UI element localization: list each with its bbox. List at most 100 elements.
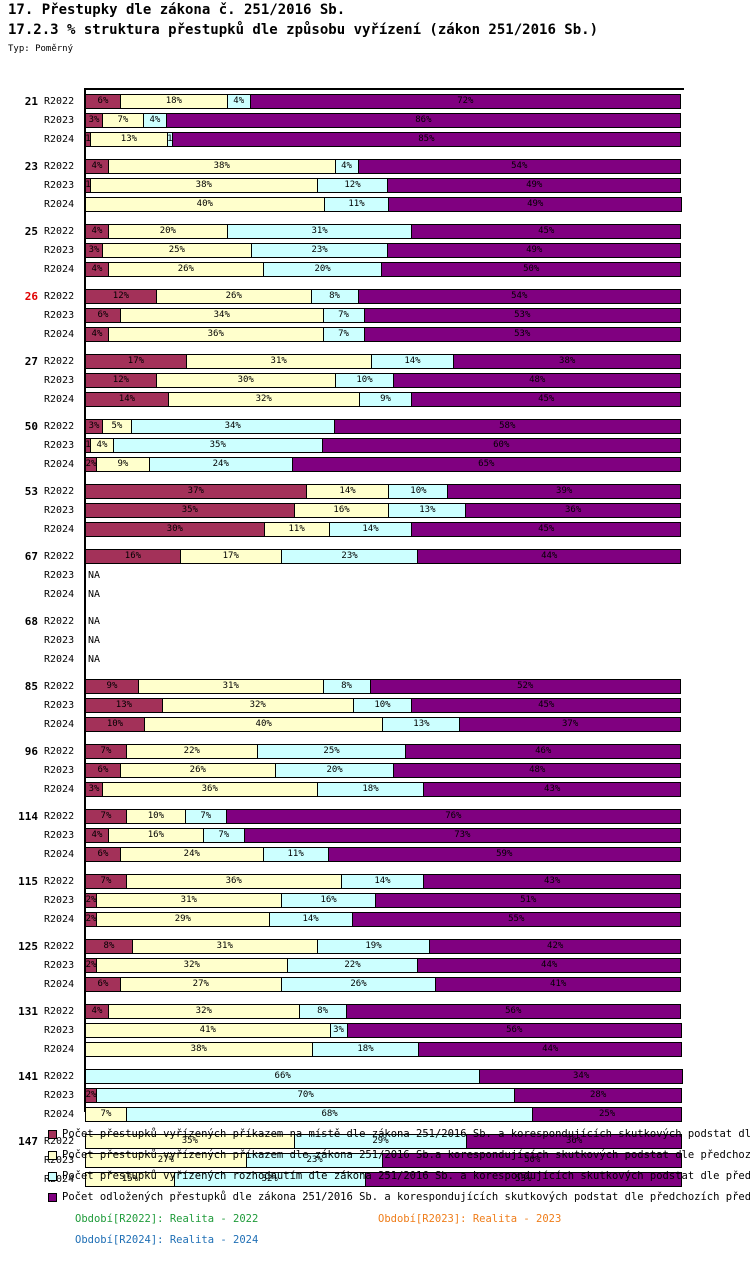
- bar-segment-value: 26%: [350, 979, 367, 989]
- stacked-bar: 4% 36% 7% 53%: [85, 327, 684, 342]
- bar-segment-value: 66%: [274, 1071, 291, 1081]
- bar-segment-value: 53%: [515, 1174, 532, 1184]
- bar-row-label: R2023: [44, 180, 75, 191]
- group-number-label: 85: [24, 680, 38, 693]
- bar-na-text: NA: [88, 616, 101, 627]
- chart-bar-row: R2024 NA: [0, 585, 750, 604]
- bar-segment: 39%: [447, 484, 681, 499]
- bar-row-label: R2024: [44, 979, 75, 990]
- bar-segment: 6%: [85, 308, 121, 323]
- stacked-bar: 2% 9% 24% 65%: [85, 457, 684, 472]
- legend-item: Počet přestupků vyřízených příkazem dle …: [0, 1146, 750, 1167]
- bar-row-label: R2024: [44, 199, 75, 210]
- bar-segment: 3%: [85, 243, 103, 258]
- stacked-bar: 35% 16% 13% 36%: [85, 503, 684, 518]
- group-number-label: 67: [24, 550, 38, 563]
- bar-segment-value: 3%: [88, 421, 100, 431]
- bar-segment: 18%: [316, 782, 425, 797]
- stacked-bar: 7% 10% 7% 76%: [85, 809, 684, 824]
- group-number-label: 50: [24, 420, 38, 433]
- bar-segment-value: 41%: [199, 1025, 216, 1035]
- stacked-bar: 3% 7% 4% 86%: [85, 113, 684, 128]
- bar-segment-value: 20%: [326, 765, 343, 775]
- bar-segment-value: 25%: [598, 1109, 616, 1119]
- bar-segment-value: 45%: [538, 524, 555, 534]
- bar-segment-value: 7%: [117, 115, 129, 125]
- bar-segment: 10%: [352, 698, 413, 713]
- bar-row-label: R2024: [44, 1044, 75, 1055]
- bar-segment: 32%: [107, 1004, 300, 1019]
- bar-segment-value: 24%: [183, 849, 200, 859]
- stacked-bar: 2% 32% 22% 44%: [85, 958, 684, 973]
- bar-segment: 12%: [316, 178, 389, 193]
- bar-segment: 3%: [85, 419, 103, 434]
- bar-segment-value: 4%: [96, 440, 108, 450]
- bar-segment: 7%: [85, 874, 127, 889]
- legend-label: Počet přestupků vyřízených příkazem dle …: [62, 1149, 750, 1161]
- bar-segment: 30%: [85, 522, 265, 537]
- chart-bar-row: R2022 66% 34%: [0, 1067, 750, 1086]
- bar-segment-value: 12%: [112, 375, 130, 385]
- stacked-bar: 4% 38% 4% 54%: [85, 159, 684, 174]
- bar-segment: 36%: [107, 327, 324, 342]
- bar-segment-value: 23%: [311, 245, 328, 255]
- bar-row-label: R2023: [44, 765, 75, 776]
- bar-segment: 26%: [119, 763, 276, 778]
- bar-segment-value: 40%: [255, 719, 272, 729]
- stacked-bar: 2% 29% 14% 55%: [85, 912, 684, 927]
- bar-segment: 56%: [345, 1004, 681, 1019]
- chart-bar-row: R2024 40% 11% 49%: [0, 195, 750, 214]
- bar-segment-value: 53%: [514, 310, 531, 320]
- bar-segment: 35%: [85, 503, 295, 518]
- chart-bar-row: R2024 6% 27% 26% 41%: [0, 975, 750, 994]
- bar-segment-value: 18%: [165, 96, 182, 106]
- bar-segment: 8%: [298, 1004, 347, 1019]
- stacked-bar: 8% 31% 19% 42%: [85, 939, 684, 954]
- bar-segment-value: 43%: [544, 784, 561, 794]
- legend-item: Počet přestupků vyřízených příkazem na m…: [0, 1125, 750, 1146]
- bar-segment-value: 13%: [419, 505, 436, 515]
- chart-bar-row: R2024 10% 40% 13% 37%: [0, 715, 750, 734]
- group-number-label: 125: [18, 940, 38, 953]
- bar-segment: 49%: [387, 243, 681, 258]
- bar-segment-value: 35%: [181, 1136, 198, 1146]
- bar-row-label: R2024: [44, 394, 75, 405]
- bar-segment-value: 18%: [362, 784, 379, 794]
- bar-row-label: R2023: [44, 115, 75, 126]
- chart-bar-row: R2024 4% 26% 20% 50%: [0, 260, 750, 279]
- bar-segment-value: 13%: [120, 134, 138, 144]
- bar-segment: 4%: [226, 94, 251, 109]
- bar-segment-value: 5%: [111, 421, 123, 431]
- legend-color-swatch: [48, 1172, 57, 1181]
- bar-segment: 38%: [107, 159, 336, 174]
- bar-segment-value: 36%: [565, 505, 582, 515]
- bar-segment-value: 30%: [237, 375, 254, 385]
- bar-segment-value: 37%: [187, 486, 204, 496]
- bar-segment-value: 13%: [115, 700, 133, 710]
- stacked-bar: 13% 32% 10% 45%: [85, 698, 684, 713]
- chart-bar-row: R2022 12% 26% 8% 54%: [0, 287, 750, 306]
- bar-segment-value: 23%: [341, 551, 358, 561]
- bar-segment-value: 7%: [200, 811, 212, 821]
- bar-row-label: R2023: [44, 895, 75, 906]
- bar-segment: 34%: [479, 1069, 683, 1084]
- bar-segment-value: 31%: [270, 356, 287, 366]
- bar-row-label: R2024: [44, 1174, 75, 1185]
- bar-segment-value: 51%: [520, 895, 537, 905]
- bar-segment: 40%: [85, 197, 325, 212]
- bar-segment-value: 54%: [511, 161, 528, 171]
- bar-segment: 48%: [393, 763, 681, 778]
- bar-segment: 7%: [184, 809, 227, 824]
- bar-segment: 60%: [321, 438, 681, 453]
- bar-segment: 59%: [327, 847, 681, 862]
- bar-segment: 16%: [85, 549, 181, 564]
- chart-bar-row: R2023 6% 26% 20% 48%: [0, 761, 750, 780]
- bar-segment-value: 4%: [91, 830, 103, 840]
- bar-segment-value: 36%: [201, 784, 218, 794]
- bar-segment-value: 7%: [100, 746, 112, 756]
- bar-segment: 9%: [358, 392, 413, 407]
- bar-segment-value: 7%: [100, 1109, 112, 1119]
- stacked-bar: 40% 11% 49%: [85, 197, 684, 212]
- bar-segment-value: 60%: [493, 440, 510, 450]
- stacked-bar: 30% 11% 14% 45%: [85, 522, 684, 537]
